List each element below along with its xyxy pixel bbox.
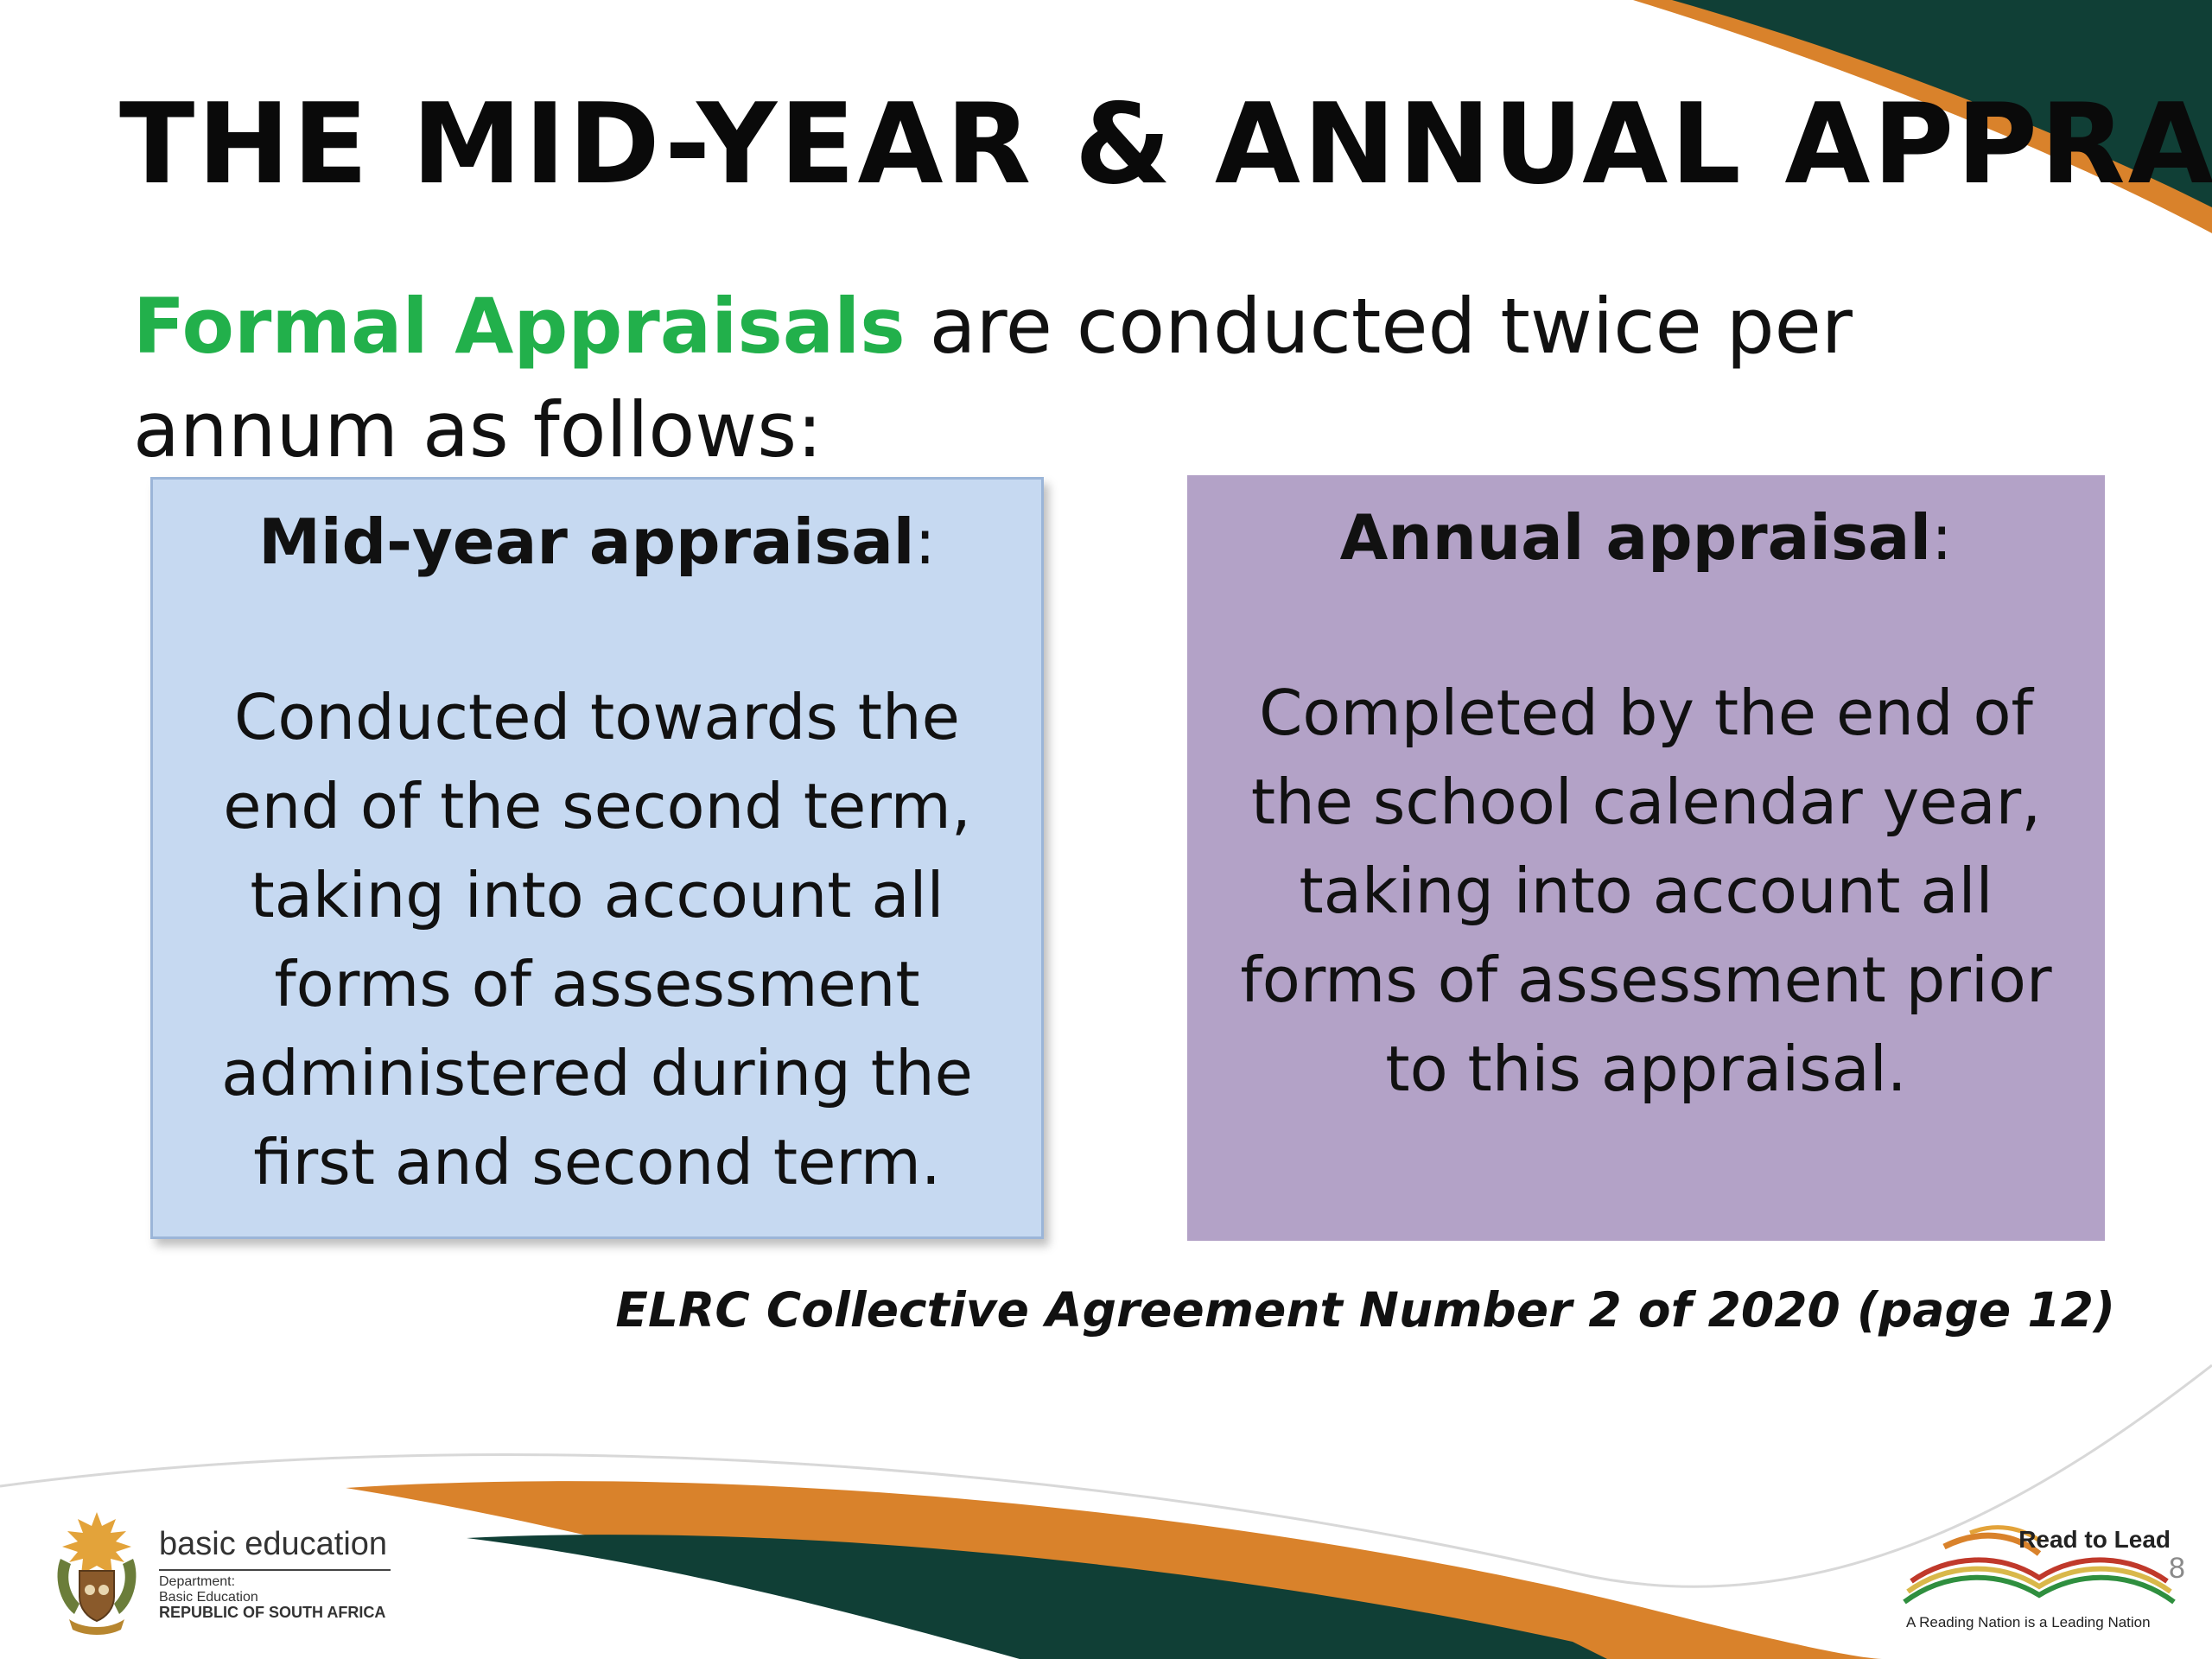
department-country: REPUBLIC OF SOUTH AFRICA [159, 1604, 386, 1621]
mid-year-appraisal-box: Mid-year appraisal: Conducted towards th… [150, 477, 1044, 1239]
department-title: basic education [159, 1526, 388, 1562]
department-line-1: Department: [159, 1574, 236, 1589]
department-rule [159, 1569, 391, 1571]
read-to-lead-tagline: A Reading Nation is a Leading Nation [1906, 1614, 2151, 1630]
annual-heading-suffix: : [1931, 501, 1953, 574]
department-logo: basic education Department: Basic Educat… [45, 1507, 408, 1637]
slide-title: THE MID-YEAR & ANNUAL APPRAISAL [119, 80, 2212, 209]
annual-body: Completed by the end of the school calen… [1240, 677, 2052, 1105]
annual-heading-text: Annual appraisal [1339, 501, 1932, 574]
annual-heading: Annual appraisal: [1187, 494, 2105, 581]
mid-year-body: Conducted towards the end of the second … [221, 681, 973, 1198]
read-to-lead-title: Read to Lead [2018, 1526, 2171, 1553]
department-line-2: Basic Education [159, 1590, 258, 1605]
page-number: 8 [2169, 1552, 2185, 1585]
read-to-lead-logo: Read to Lead A Reading Nation is a Leadi… [1892, 1503, 2186, 1642]
coat-of-arms-icon [57, 1512, 137, 1635]
mid-year-heading-suffix: : [914, 505, 936, 578]
intro-highlight: Formal Appraisals [133, 282, 906, 371]
mid-year-heading: Mid-year appraisal: [153, 499, 1041, 585]
annual-appraisal-box: Annual appraisal: Completed by the end o… [1187, 475, 2105, 1241]
intro-text: Formal Appraisals are conducted twice pe… [133, 275, 2077, 482]
mid-year-heading-text: Mid-year appraisal [258, 505, 915, 578]
citation: ELRC Collective Agreement Number 2 of 20… [615, 1282, 2115, 1338]
open-book-icon [1903, 1525, 2176, 1605]
intro-rest: are conducted twice per annum as follows… [133, 282, 1853, 474]
